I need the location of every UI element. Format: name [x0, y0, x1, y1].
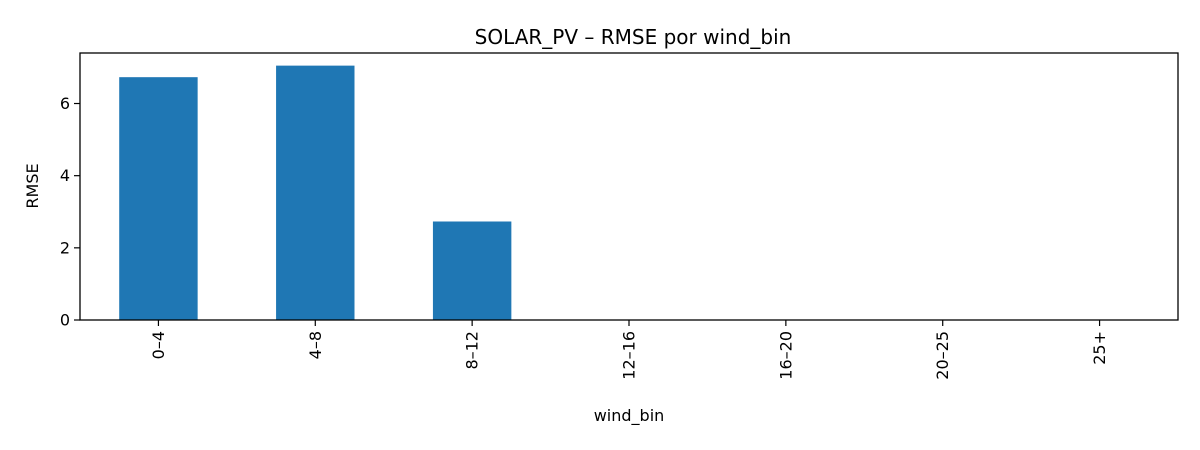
x-tick-label-6: 25+ — [1090, 331, 1109, 365]
y-tick-label-1: 2 — [60, 238, 70, 257]
x-tick-label-5: 20–25 — [933, 331, 952, 380]
bars-group — [119, 65, 512, 321]
x-tick-label-0: 0–4 — [149, 331, 168, 359]
y-axis: 0 2 4 6 — [60, 94, 80, 330]
bar-1 — [276, 65, 355, 320]
x-tick-label-4: 16–20 — [776, 331, 795, 380]
x-axis: 0–4 4–8 8–12 12–16 16–20 20–25 25+ — [149, 320, 1109, 380]
bar-2 — [432, 221, 512, 320]
chart-title: SOLAR_PV – RMSE por wind_bin — [475, 25, 792, 49]
plot-frame — [79, 52, 1179, 321]
x-axis-label: wind_bin — [594, 406, 665, 426]
y-tick-label-0: 0 — [60, 311, 70, 330]
x-tick-label-1: 4–8 — [306, 331, 325, 359]
x-tick-label-2: 8–12 — [463, 331, 482, 370]
y-tick-label-3: 6 — [60, 94, 70, 113]
y-tick-label-2: 4 — [60, 166, 70, 185]
x-tick-label-3: 12–16 — [620, 331, 639, 380]
bar-0 — [119, 77, 198, 321]
y-axis-label: RMSE — [23, 163, 42, 208]
